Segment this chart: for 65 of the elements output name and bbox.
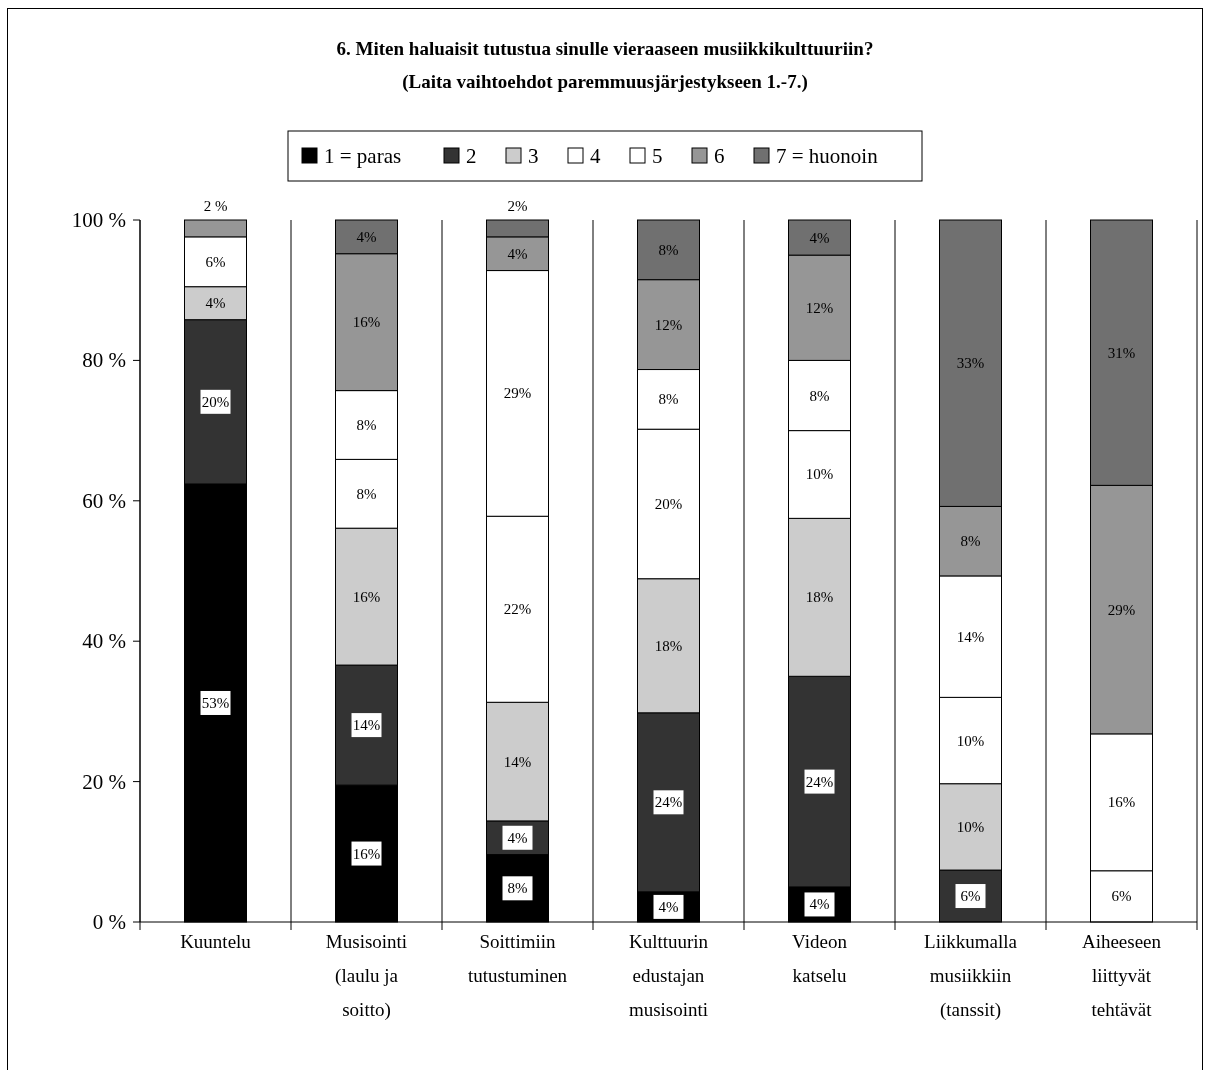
legend-label: 5	[652, 144, 663, 168]
annotation: 4%	[356, 228, 377, 245]
annotation: 4%	[809, 229, 830, 246]
annotation: 8%	[658, 241, 679, 258]
x-tick-label: Kuuntelu	[180, 931, 252, 952]
annotation: 16%	[352, 588, 381, 605]
annotation: 8%	[809, 387, 830, 404]
y-tick-label: 100 %	[71, 208, 126, 232]
annotation: 6%	[960, 888, 981, 905]
legend-label: 1 = paras	[324, 144, 402, 168]
y-tick-label: 20 %	[82, 769, 126, 794]
annotation: 8%	[960, 533, 981, 550]
annotation: 12%	[805, 299, 834, 316]
annotation: 8%	[507, 880, 528, 897]
annotation: 10%	[956, 818, 985, 835]
annotation: 31%	[1107, 344, 1136, 361]
y-tick-label: 40 %	[82, 629, 126, 654]
y-tick-label: 80 %	[82, 348, 126, 373]
annotation: 4%	[507, 829, 528, 846]
annotation: 20%	[201, 393, 230, 410]
annotation: 24%	[805, 773, 834, 790]
annotation: 10%	[805, 466, 834, 483]
legend-label: 4	[590, 144, 601, 168]
x-tick-label: Aiheeseen liittyvät tehtävät	[1081, 931, 1162, 1020]
legend-label: 6	[714, 144, 725, 168]
annotation: 8%	[356, 416, 377, 433]
legend-label: 7 = huonoin	[776, 144, 879, 168]
annotation: 18%	[805, 589, 834, 606]
x-tick-label: Musisointi (laulu ja soitto)	[325, 931, 408, 1021]
annotation: 20%	[654, 495, 683, 512]
annotation: 53%	[201, 694, 230, 711]
annotation: 10%	[956, 732, 985, 749]
y-tick-label: 0 %	[92, 910, 126, 934]
x-tick-label: Liikkumalla musiikkiin (tanssit)	[924, 931, 1018, 1021]
chart-title: 6. Miten haluaisit tutustua sinulle vieraaseen musiikkikulttuuriin?	[336, 38, 874, 59]
x-tick-label: Videon katselu	[792, 931, 848, 986]
x-tick-label: Soittimiin tutustuminen	[467, 931, 568, 986]
x-tick-label: Kulttuurin edustajan musisointi	[628, 931, 709, 1020]
annotation: 4%	[507, 245, 528, 262]
annotation: 8%	[658, 391, 679, 408]
text: 2 %	[203, 198, 228, 214]
annotation: 14%	[503, 753, 532, 770]
annotation: 14%	[352, 717, 381, 734]
annotation: 24%	[654, 794, 683, 811]
annotation: 29%	[503, 385, 532, 402]
annotation: 6%	[205, 253, 226, 270]
annotation: 18%	[654, 637, 683, 654]
y-tick-label: 60 %	[82, 488, 126, 513]
annotation: 8%	[356, 485, 377, 502]
annotation: 33%	[956, 355, 985, 372]
annotation: 6%	[1111, 888, 1132, 905]
annotation: 4%	[809, 896, 830, 913]
annotation: 4%	[205, 295, 226, 312]
chart-subtitle: (Laita vaihtoehdot paremmuusjärjestykseen 1.-7.)	[402, 71, 808, 93]
annotation: 16%	[1107, 794, 1136, 811]
text: 2%	[507, 198, 528, 214]
annotation: 16%	[352, 314, 381, 331]
annotation: 12%	[654, 316, 683, 333]
annotation: 16%	[352, 845, 381, 862]
legend-label: 2	[466, 144, 477, 168]
annotation: 29%	[1107, 601, 1136, 618]
legend-label: 3	[528, 144, 539, 168]
annotation: 14%	[956, 628, 985, 645]
annotation: 22%	[503, 601, 532, 618]
annotation: 4%	[658, 898, 679, 915]
